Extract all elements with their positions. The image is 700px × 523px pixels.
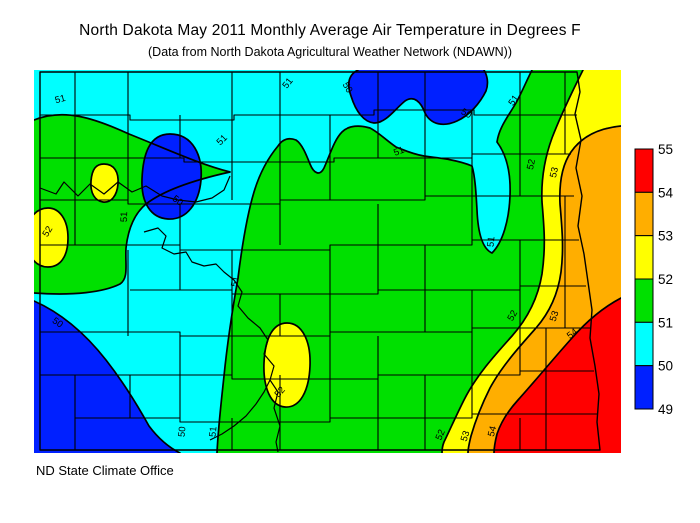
contour-label-51: 51 <box>392 145 406 159</box>
legend-segment-51-52 <box>634 278 654 323</box>
legend-segment-49-50 <box>634 365 654 410</box>
region-blue-southwest <box>34 301 180 453</box>
contour-line-51-west <box>34 113 231 295</box>
contour-label-52: 52 <box>40 224 55 239</box>
legend-segment-50-51 <box>634 321 654 367</box>
contour-label-53: 53 <box>459 429 473 442</box>
county-boundaries <box>40 72 598 450</box>
legend-tick-55: 55 <box>658 142 673 157</box>
contour-label-54: 54 <box>486 425 499 438</box>
region-blue-north-band <box>348 70 488 125</box>
contour-label-50: 50 <box>50 315 65 330</box>
contour-label-52: 52 <box>525 158 538 171</box>
contour-line-50-southwest <box>34 300 181 453</box>
page-title: North Dakota May 2011 Monthly Average Ai… <box>79 22 581 39</box>
color-scale-legend: 55 54 53 52 51 50 49 <box>634 142 674 417</box>
contour-label-52: 52 <box>434 428 448 442</box>
region-yellow-pocket-a <box>90 163 119 203</box>
legend-tick-50: 50 <box>658 359 673 374</box>
contour-label-51: 51 <box>54 93 67 106</box>
region-blue-pocket-north-central <box>141 133 203 220</box>
contour-line-52-east <box>441 70 584 453</box>
contour-label-50: 50 <box>170 193 185 208</box>
contour-label-50: 50 <box>459 106 474 121</box>
contour-label-51: 51 <box>229 275 242 287</box>
contour-label-53: 53 <box>548 309 562 322</box>
legend-segment-54-55 <box>634 148 654 193</box>
river-boundaries <box>39 175 281 453</box>
legend-segment-52-53 <box>634 235 654 280</box>
credit-text: ND State Climate Office <box>36 463 174 478</box>
map-header: North Dakota May 2011 Monthly Average Ai… <box>0 22 660 59</box>
contour-line-53-east <box>467 125 621 453</box>
legend-segment-53-54 <box>634 191 654 237</box>
region-yellow-pocket-b <box>34 207 69 268</box>
legend-tick-49: 49 <box>658 402 673 417</box>
contour-label-51: 51 <box>208 426 220 437</box>
contour-label-50: 50 <box>340 80 355 95</box>
contour-label-51: 51 <box>119 211 130 222</box>
contour-line-50-north <box>348 70 489 126</box>
contour-label-53: 53 <box>548 166 561 179</box>
page-subtitle: (Data from North Dakota Agricultural Wea… <box>148 45 512 59</box>
contour-label-51: 51 <box>486 236 498 247</box>
contour-line-51-main <box>216 70 533 453</box>
contour-line-54-southeast <box>493 297 621 453</box>
legend-tick-53: 53 <box>658 229 673 244</box>
legend-bar: 55 54 53 52 51 50 49 <box>634 142 674 417</box>
contour-label-50: 50 <box>177 426 189 437</box>
state-border <box>39 71 601 451</box>
legend-tick-51: 51 <box>658 315 673 330</box>
legend-tick-54: 54 <box>658 185 674 200</box>
contour-label-51: 51 <box>506 93 521 108</box>
contour-label-52: 52 <box>505 308 520 323</box>
legend-tick-52: 52 <box>658 272 673 287</box>
